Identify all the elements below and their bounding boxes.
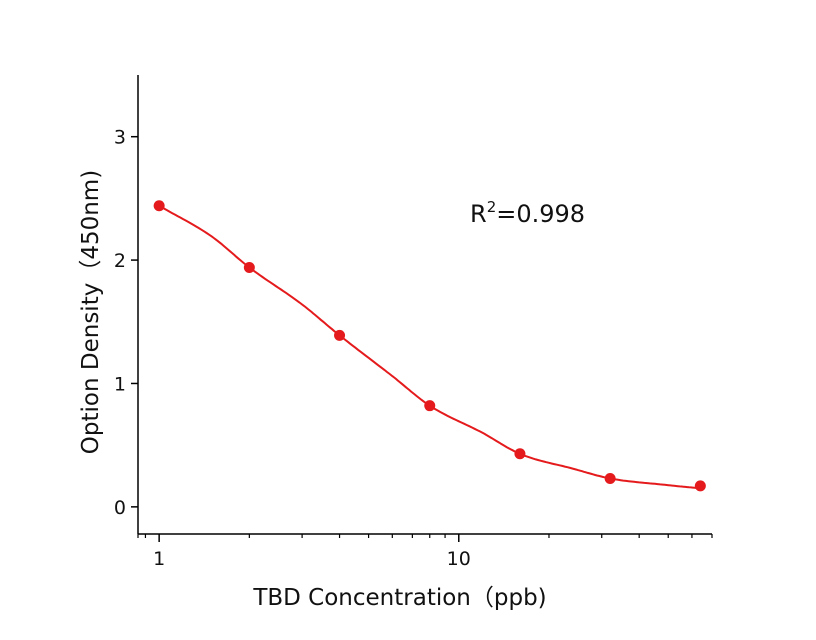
r-squared-value: =0.998: [496, 200, 585, 228]
y-tick-label: 0: [114, 497, 126, 519]
x-tick-label: 10: [447, 548, 471, 570]
data-point: [153, 200, 165, 212]
y-tick-label: 3: [114, 127, 126, 149]
x-ticks: 1 10: [137, 534, 713, 570]
plot-area: 0 1 2 3 1 10: [114, 75, 713, 570]
r-squared-annotation: R2=0.998: [470, 198, 585, 228]
data-point: [334, 329, 346, 341]
r-squared-superscript: 2: [487, 198, 497, 216]
y-axis-title: Option Density（450nm): [78, 170, 104, 454]
y-tick-label: 2: [114, 250, 126, 272]
r-squared-base: R: [470, 200, 487, 228]
data-points: [153, 200, 706, 492]
data-point: [243, 261, 255, 273]
data-point: [424, 400, 436, 412]
y-ticks: 0 1 2 3: [114, 127, 138, 519]
data-point: [694, 480, 706, 492]
x-axis-title: TBD Concentration（ppb): [252, 585, 546, 611]
y-tick-label: 1: [114, 373, 126, 395]
data-point: [604, 472, 616, 484]
data-point: [514, 448, 526, 460]
x-tick-label: 1: [153, 548, 165, 570]
fit-curve: [158, 204, 701, 490]
